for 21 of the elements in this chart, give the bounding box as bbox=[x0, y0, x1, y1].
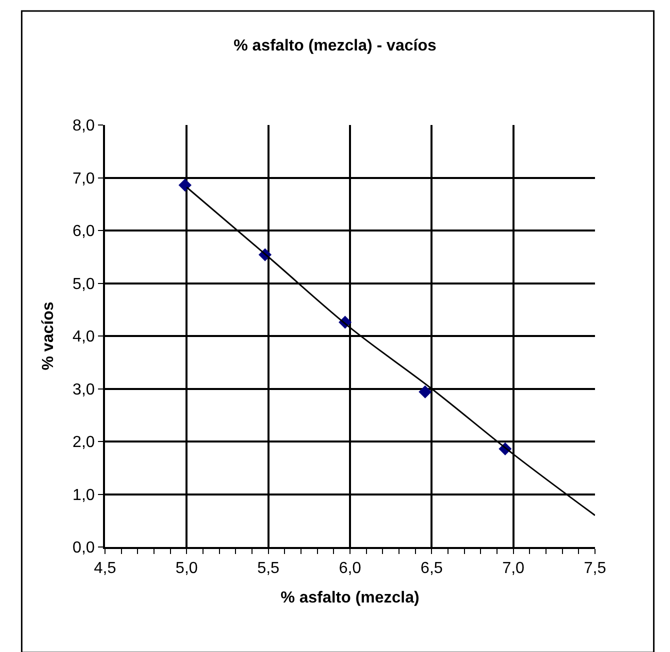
y-tick-label: 8,0 bbox=[72, 118, 95, 135]
chart-title: % asfalto (mezcla) - vacíos bbox=[234, 37, 436, 54]
x-tick-label: 6,0 bbox=[338, 560, 362, 578]
y-axis-title: % vacíos bbox=[40, 302, 57, 370]
y-tick-label: 4,0 bbox=[72, 328, 95, 346]
x-tick-label: 6,5 bbox=[420, 560, 443, 578]
y-tick-label: 3,0 bbox=[72, 381, 95, 398]
y-tick-label: 7,0 bbox=[72, 170, 95, 188]
x-tick-label: 4,5 bbox=[94, 560, 116, 578]
x-tick-label: 7,5 bbox=[584, 560, 606, 578]
x-tick-label: 5,5 bbox=[257, 560, 280, 578]
x-tick-label: 5,0 bbox=[176, 560, 198, 578]
x-tick-label: 7,0 bbox=[502, 560, 525, 578]
y-tick-label: 6,0 bbox=[72, 223, 95, 240]
y-tick-label: 0,0 bbox=[72, 540, 95, 557]
point bbox=[418, 385, 432, 398]
point bbox=[178, 178, 192, 192]
y-tick-label: 2,0 bbox=[72, 434, 95, 452]
x-axis-title: % asfalto (mezcla) bbox=[280, 589, 420, 606]
y-tick-label: 1,0 bbox=[72, 486, 95, 504]
y-tick-label: 5,0 bbox=[72, 276, 95, 293]
